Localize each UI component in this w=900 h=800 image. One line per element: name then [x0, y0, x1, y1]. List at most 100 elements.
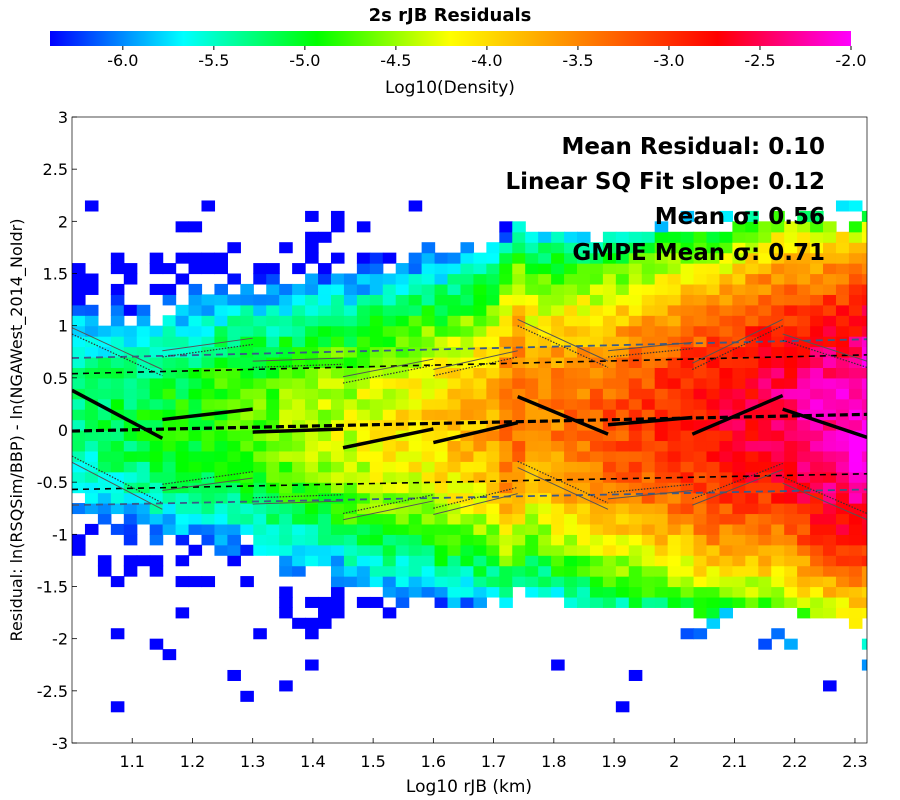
density-cell — [628, 555, 643, 567]
density-cell — [589, 377, 604, 389]
density-cell — [810, 388, 824, 400]
density-cell — [84, 336, 99, 348]
density-cell — [240, 336, 254, 348]
density-cell — [641, 440, 656, 452]
density-cell — [305, 294, 319, 306]
bin-sigma-upper-line — [342, 364, 434, 384]
density-cell — [227, 273, 241, 285]
density-cell — [628, 336, 643, 348]
density-cell — [823, 596, 837, 608]
density-cell — [110, 576, 125, 588]
density-cell — [343, 315, 358, 327]
density-cell — [615, 440, 630, 452]
density-cell — [110, 356, 125, 368]
density-cell — [641, 482, 656, 494]
density-cell — [745, 210, 759, 222]
density-cell — [266, 430, 280, 442]
density-cell — [680, 346, 695, 358]
density-cell — [564, 325, 578, 337]
density-cell — [680, 409, 695, 421]
density-cell — [564, 555, 578, 567]
density-cell — [680, 367, 695, 379]
density-cell — [797, 419, 811, 431]
density-cell — [641, 263, 656, 275]
x-tick-label: 2.2 — [782, 752, 807, 771]
density-cell — [72, 304, 86, 316]
density-cell — [175, 356, 190, 368]
density-cell — [848, 377, 863, 389]
density-cell — [292, 419, 306, 431]
density-cell — [253, 534, 267, 546]
density-cell — [512, 440, 526, 452]
density-cell — [382, 461, 397, 473]
density-cell — [512, 304, 526, 316]
density-cell — [330, 503, 345, 515]
density-cell — [266, 534, 280, 546]
density-cell — [848, 492, 863, 504]
density-cell — [538, 565, 552, 577]
density-cell — [72, 471, 86, 483]
density-cell — [848, 523, 863, 535]
density-cell — [564, 523, 578, 535]
density-cell — [434, 503, 449, 515]
density-cell — [499, 555, 513, 567]
density-cell — [823, 221, 837, 233]
density-cell — [460, 534, 475, 546]
density-cell — [460, 544, 475, 556]
density-cell — [473, 252, 487, 264]
density-cell — [797, 388, 811, 400]
density-cell — [861, 263, 867, 275]
density-cell — [602, 503, 617, 515]
density-cell — [421, 450, 436, 462]
density-cell — [227, 294, 241, 306]
density-cell — [486, 576, 500, 588]
density-cell — [149, 325, 164, 337]
density-cell — [615, 304, 630, 316]
density-cell — [693, 377, 708, 389]
density-cell — [512, 336, 526, 348]
density-cell — [693, 565, 708, 577]
density-cell — [175, 336, 190, 348]
density-cell — [279, 461, 293, 473]
density-cell — [408, 450, 423, 462]
density-cell — [447, 409, 462, 421]
density-cell — [771, 450, 785, 462]
density-cell — [848, 565, 863, 577]
density-cell — [628, 346, 643, 358]
density-cell — [330, 398, 345, 410]
density-cell — [719, 607, 733, 619]
density-cell — [318, 409, 332, 421]
density-cell — [369, 294, 384, 306]
density-cell — [680, 294, 695, 306]
density-cell — [473, 523, 487, 535]
bin-sigma-upper-line — [607, 348, 693, 358]
density-cell — [784, 325, 798, 337]
density-cell — [732, 325, 746, 337]
density-cell — [797, 534, 811, 546]
density-cell — [861, 450, 867, 462]
density-cell — [512, 242, 526, 254]
density-cell — [758, 294, 772, 306]
density-cell — [123, 377, 138, 389]
density-cell — [835, 356, 850, 368]
density-cell — [810, 304, 824, 316]
density-cell — [201, 336, 216, 348]
density-cell — [758, 419, 772, 431]
density-cell — [201, 503, 216, 515]
density-cell — [343, 294, 358, 306]
density-cell — [525, 377, 539, 389]
density-cell — [512, 482, 526, 494]
density-cell — [615, 482, 630, 494]
density-cell — [499, 315, 513, 327]
density-cell — [589, 346, 604, 358]
density-cell — [175, 325, 190, 337]
density-cell — [318, 471, 332, 483]
density-cell — [771, 586, 785, 598]
density-cell — [525, 346, 539, 358]
density-cell — [771, 252, 785, 264]
density-cell — [356, 252, 371, 264]
density-cell — [369, 450, 384, 462]
density-cell — [848, 596, 863, 608]
density-cell — [693, 356, 708, 368]
density-cell — [486, 450, 500, 462]
